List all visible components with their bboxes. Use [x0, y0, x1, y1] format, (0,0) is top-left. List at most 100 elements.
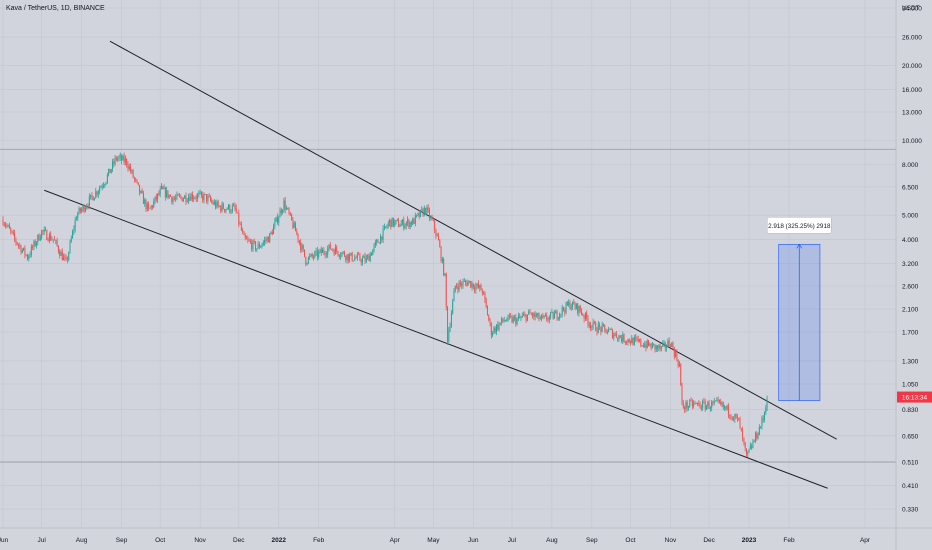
candle-body[interactable] [310, 254, 312, 257]
candle-body[interactable] [278, 217, 280, 223]
candle-body[interactable] [142, 193, 144, 204]
candle-body[interactable] [222, 203, 224, 210]
candle-body[interactable] [475, 285, 477, 290]
trend-line-lower[interactable] [44, 189, 828, 489]
candle-body[interactable] [181, 197, 183, 202]
candle-body[interactable] [653, 343, 655, 345]
candle-body[interactable] [340, 255, 342, 257]
candle-body[interactable] [83, 205, 85, 212]
candle-body[interactable] [421, 209, 423, 211]
candle-body[interactable] [332, 249, 334, 251]
candle-body[interactable] [99, 188, 101, 192]
candle-body[interactable] [11, 231, 13, 233]
candle-body[interactable] [753, 441, 755, 442]
candle-body[interactable] [218, 205, 220, 207]
candle-body[interactable] [742, 430, 744, 438]
candle-body[interactable] [614, 333, 616, 335]
candle-body[interactable] [176, 194, 178, 198]
candle-body[interactable] [599, 324, 601, 327]
candle-body[interactable] [311, 254, 313, 257]
candle-body[interactable] [542, 315, 544, 318]
candle-body[interactable] [682, 403, 684, 408]
candle-body[interactable] [15, 238, 17, 243]
candle-body[interactable] [716, 399, 718, 401]
candle-body[interactable] [546, 315, 548, 320]
candle-body[interactable] [706, 405, 708, 410]
candle-body[interactable] [410, 222, 412, 225]
candle-body[interactable] [117, 158, 119, 160]
candle-body[interactable] [505, 320, 507, 322]
candle-body[interactable] [28, 256, 30, 260]
candle-body[interactable] [704, 402, 706, 410]
candle-body[interactable] [659, 345, 661, 349]
candle-body[interactable] [760, 426, 762, 428]
candle-body[interactable] [173, 198, 175, 200]
candle-body[interactable] [180, 195, 182, 198]
candle-body[interactable] [693, 403, 695, 407]
candle-body[interactable] [539, 318, 541, 320]
candle-body[interactable] [197, 194, 199, 199]
candle-body[interactable] [246, 237, 248, 240]
candle-body[interactable] [588, 324, 590, 326]
candle-body[interactable] [289, 213, 291, 215]
candle-body[interactable] [21, 249, 23, 253]
candle-body[interactable] [296, 231, 298, 234]
candle-body[interactable] [184, 195, 186, 199]
candle-body[interactable] [524, 314, 526, 316]
candle-body[interactable] [748, 448, 750, 453]
candle-body[interactable] [608, 329, 610, 333]
candle-body[interactable] [65, 257, 67, 260]
candle-body[interactable] [435, 229, 437, 236]
candle-body[interactable] [114, 157, 116, 164]
candle-body[interactable] [145, 199, 147, 210]
candle-body[interactable] [754, 433, 756, 442]
candle-body[interactable] [163, 187, 165, 190]
candle-body[interactable] [314, 252, 316, 258]
candle-body[interactable] [270, 232, 272, 234]
candle-body[interactable] [629, 342, 631, 344]
candle-body[interactable] [256, 248, 258, 250]
candle-body[interactable] [394, 221, 396, 226]
candle-body[interactable] [736, 416, 738, 418]
candle-body[interactable] [479, 285, 481, 288]
candle-body[interactable] [762, 418, 764, 420]
candle-body[interactable] [72, 231, 74, 239]
candle-body[interactable] [381, 236, 383, 240]
candle-body[interactable] [106, 174, 108, 183]
candle-body[interactable] [526, 314, 528, 321]
candle-body[interactable] [74, 219, 76, 230]
candle-body[interactable] [305, 256, 307, 265]
candle-body[interactable] [436, 235, 438, 237]
candle-body[interactable] [412, 218, 414, 225]
candle-body[interactable] [658, 345, 660, 349]
candle-body[interactable] [200, 192, 202, 195]
candle-body[interactable] [265, 239, 267, 241]
candle-body[interactable] [279, 210, 281, 218]
candle-body[interactable] [525, 314, 527, 321]
candle-body[interactable] [751, 445, 753, 448]
candle-body[interactable] [81, 209, 83, 212]
candle-body[interactable] [29, 254, 31, 257]
candle-body[interactable] [620, 337, 622, 342]
candle-body[interactable] [474, 287, 476, 290]
candle-body[interactable] [78, 208, 80, 214]
candle-body[interactable] [600, 326, 602, 332]
candle-body[interactable] [217, 201, 219, 206]
candle-body[interactable] [300, 242, 302, 251]
candle-body[interactable] [302, 245, 304, 250]
candle-body[interactable] [252, 240, 254, 250]
candle-body[interactable] [14, 233, 16, 239]
candle-body[interactable] [572, 301, 574, 308]
candle-body[interactable] [449, 325, 451, 331]
candle-body[interactable] [283, 200, 285, 211]
candle-body[interactable] [495, 324, 497, 332]
candle-body[interactable] [680, 363, 682, 385]
candle-body[interactable] [108, 168, 110, 175]
candle-body[interactable] [528, 311, 530, 315]
candle-body[interactable] [363, 256, 365, 259]
candle-body[interactable] [231, 206, 233, 212]
candle-body[interactable] [626, 342, 628, 343]
candle-body[interactable] [284, 200, 286, 210]
candle-body[interactable] [438, 235, 440, 241]
